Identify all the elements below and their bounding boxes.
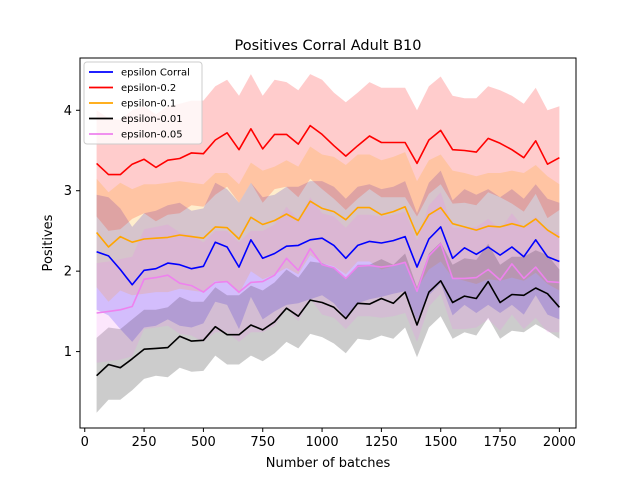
line-epsilon-0-2 <box>96 124 560 176</box>
x-axis-ticks: 0 250 500 750 1000 1250 1500 1750 2000 <box>81 428 576 450</box>
series-lines <box>95 124 561 377</box>
chart-title: Positives Corral Adult B10 <box>234 38 421 54</box>
x-tick-label: 1750 <box>484 435 517 450</box>
line-epsilon-0-05 <box>96 243 560 314</box>
x-tick-label: 500 <box>191 435 216 450</box>
band-epsilon-0-1 <box>96 146 560 302</box>
x-tick-label: 2000 <box>543 435 576 450</box>
y-tick-label: 4 <box>64 104 72 119</box>
legend: epsilon Corral epsilon-0.2 epsilon-0.1 epsi… <box>83 61 203 145</box>
x-tick-label: 1250 <box>365 435 398 450</box>
line-epsilon-corral <box>96 226 560 286</box>
x-tick-label: 1000 <box>306 435 339 450</box>
y-axis-label: Positives <box>41 214 56 271</box>
band-epsilon-corral <box>96 170 560 342</box>
plot-frame <box>79 57 577 429</box>
legend-label-epsilon-0-01: epsilon-0.01 <box>121 114 183 125</box>
x-axis-label: Number of batches <box>266 456 391 471</box>
x-tick-label: 1500 <box>424 435 457 450</box>
legend-label-epsilon-0-1: epsilon-0.1 <box>121 99 176 110</box>
line-epsilon-0-1 <box>95 200 560 248</box>
legend-label-epsilon-0-05: epsilon-0.05 <box>121 130 183 141</box>
y-tick-label: 1 <box>64 345 72 360</box>
x-tick-label: 750 <box>250 435 275 450</box>
legend-entries: epsilon Corral epsilon-0.2 epsilon-0.1 epsi… <box>89 68 190 141</box>
y-axis-ticks: 1 2 3 4 <box>64 104 80 360</box>
x-tick-label: 0 <box>81 435 89 450</box>
line-epsilon-0-01 <box>96 279 561 377</box>
y-tick-label: 3 <box>64 184 72 199</box>
y-tick-label: 2 <box>64 265 72 280</box>
legend-label-epsilon-corral: epsilon Corral <box>121 68 190 79</box>
legend-box <box>83 61 203 145</box>
band-epsilon-0-2 <box>96 74 560 231</box>
x-tick-label: 250 <box>132 435 157 450</box>
legend-label-epsilon-0-2: epsilon-0.2 <box>121 83 176 94</box>
